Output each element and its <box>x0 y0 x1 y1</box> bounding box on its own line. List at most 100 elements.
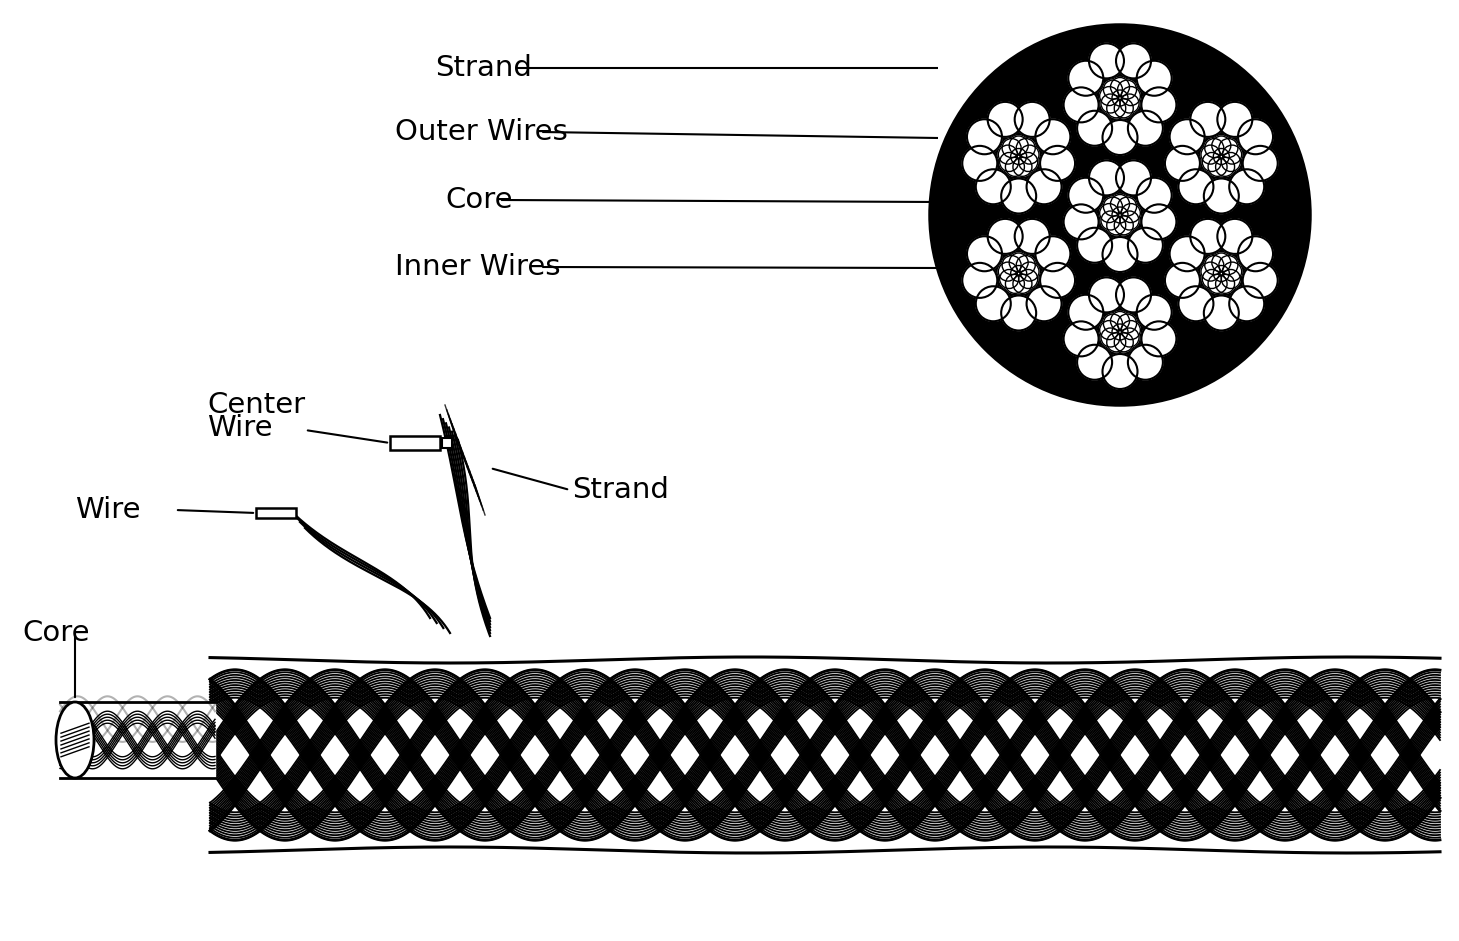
Circle shape <box>1064 204 1099 239</box>
Circle shape <box>1107 99 1126 118</box>
Circle shape <box>1115 333 1134 352</box>
Circle shape <box>1005 275 1024 294</box>
Circle shape <box>988 219 1023 254</box>
Circle shape <box>1163 99 1280 215</box>
Circle shape <box>998 263 1017 281</box>
Circle shape <box>999 269 1018 289</box>
Circle shape <box>1201 263 1220 281</box>
Circle shape <box>1010 136 1029 155</box>
Circle shape <box>1088 160 1123 196</box>
Circle shape <box>1002 256 1021 275</box>
Circle shape <box>999 152 1018 171</box>
Circle shape <box>1110 195 1129 214</box>
Circle shape <box>967 236 1002 271</box>
Circle shape <box>1137 61 1172 96</box>
Circle shape <box>1118 80 1137 99</box>
Circle shape <box>976 169 1011 204</box>
Circle shape <box>1204 179 1239 214</box>
Circle shape <box>1103 197 1122 216</box>
Text: Strand: Strand <box>435 54 533 82</box>
Circle shape <box>1112 207 1128 223</box>
Text: Inner Wires: Inner Wires <box>395 253 560 281</box>
Circle shape <box>1020 263 1039 281</box>
Text: Outer Wires: Outer Wires <box>395 118 568 146</box>
Circle shape <box>1102 211 1121 230</box>
Circle shape <box>1068 61 1103 96</box>
Circle shape <box>1128 344 1163 380</box>
Circle shape <box>1110 77 1129 97</box>
Circle shape <box>1036 236 1071 271</box>
Circle shape <box>1014 102 1049 136</box>
Circle shape <box>1141 322 1176 357</box>
Circle shape <box>1218 138 1237 157</box>
Circle shape <box>1202 269 1221 289</box>
Circle shape <box>1239 236 1274 271</box>
Circle shape <box>1062 274 1177 390</box>
Circle shape <box>1217 102 1252 136</box>
Circle shape <box>1122 321 1141 340</box>
Text: Core: Core <box>445 186 512 214</box>
Circle shape <box>1010 253 1029 272</box>
Circle shape <box>963 146 998 181</box>
Circle shape <box>1128 228 1163 263</box>
Circle shape <box>1191 219 1226 254</box>
Circle shape <box>1077 228 1112 263</box>
Text: Wire: Wire <box>207 414 273 442</box>
Circle shape <box>1001 179 1036 214</box>
Circle shape <box>1205 256 1224 275</box>
Circle shape <box>1116 43 1151 78</box>
Circle shape <box>1122 203 1141 223</box>
Circle shape <box>1128 111 1163 146</box>
Circle shape <box>929 25 1310 405</box>
Circle shape <box>1100 87 1119 105</box>
Circle shape <box>1040 263 1075 298</box>
Circle shape <box>1164 146 1199 181</box>
Circle shape <box>1179 286 1214 321</box>
Circle shape <box>1013 275 1032 294</box>
Circle shape <box>1100 321 1119 340</box>
Circle shape <box>1011 149 1027 165</box>
Circle shape <box>960 99 1077 215</box>
Circle shape <box>1088 43 1123 78</box>
Circle shape <box>1215 275 1234 294</box>
Text: Core: Core <box>22 619 89 647</box>
Circle shape <box>1112 324 1128 340</box>
Circle shape <box>1018 152 1037 171</box>
Circle shape <box>1221 269 1240 289</box>
Circle shape <box>1118 197 1137 216</box>
Circle shape <box>1215 157 1234 176</box>
Circle shape <box>1100 203 1119 223</box>
Circle shape <box>1017 138 1036 157</box>
Circle shape <box>1112 90 1128 106</box>
Ellipse shape <box>55 702 93 778</box>
Bar <box>255 508 296 518</box>
Circle shape <box>1027 286 1062 321</box>
Circle shape <box>1141 88 1176 122</box>
Circle shape <box>967 120 1002 154</box>
Circle shape <box>1068 178 1103 213</box>
Circle shape <box>1212 253 1231 272</box>
Circle shape <box>1001 295 1036 330</box>
Circle shape <box>1013 157 1032 176</box>
Bar <box>390 436 441 450</box>
Circle shape <box>1116 278 1151 312</box>
Text: Wire: Wire <box>74 496 140 524</box>
Circle shape <box>1170 236 1205 271</box>
Circle shape <box>1115 99 1134 118</box>
Circle shape <box>1191 102 1226 136</box>
Circle shape <box>1221 152 1240 171</box>
Circle shape <box>1137 178 1172 213</box>
Circle shape <box>1121 211 1139 230</box>
Circle shape <box>1103 354 1138 389</box>
Circle shape <box>1062 157 1177 273</box>
Circle shape <box>1014 219 1049 254</box>
Circle shape <box>1040 146 1075 181</box>
Circle shape <box>1102 94 1121 113</box>
Circle shape <box>1201 145 1220 164</box>
Circle shape <box>1005 157 1024 176</box>
Circle shape <box>1243 146 1278 181</box>
Circle shape <box>1077 344 1112 380</box>
Circle shape <box>1164 263 1199 298</box>
Circle shape <box>1018 269 1037 289</box>
Circle shape <box>1002 138 1021 157</box>
